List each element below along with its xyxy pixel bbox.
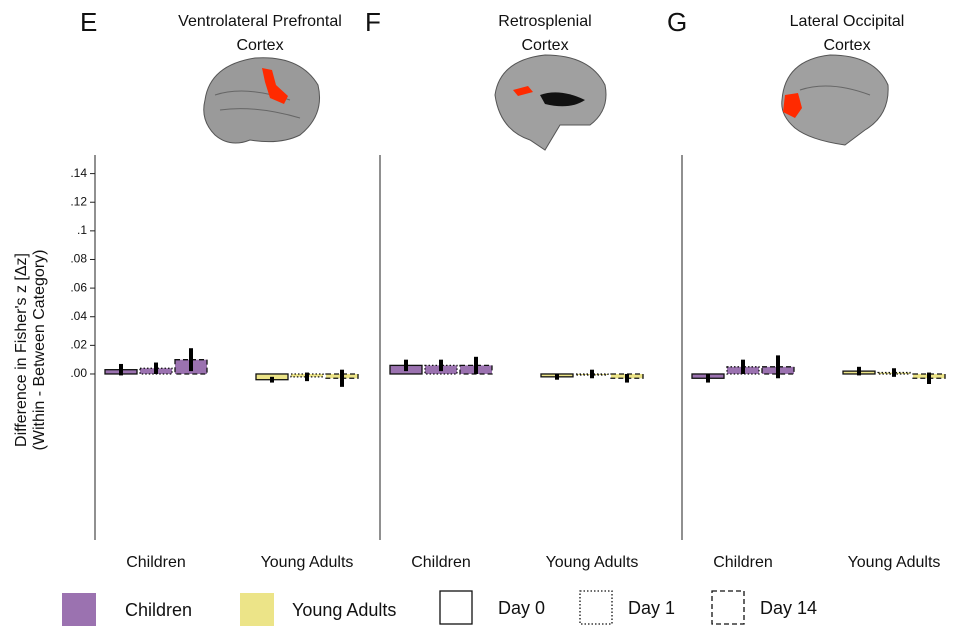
- y-tick-label: .12: [70, 194, 87, 208]
- legend-swatch: [711, 590, 745, 625]
- panel-label: F: [365, 7, 381, 37]
- panel-label: E: [80, 7, 97, 37]
- y-tick-label: .08: [70, 252, 87, 266]
- legend-swatch: [579, 590, 613, 625]
- brain-e: [203, 57, 320, 144]
- x-tick-label: Children: [126, 554, 186, 571]
- legend-label: Children: [125, 600, 192, 620]
- y-axis-title: (Within - Between Category): [31, 250, 48, 451]
- panel-title: Retrosplenial: [498, 13, 591, 30]
- y-tick-label: .14: [70, 166, 87, 180]
- brain-f: [494, 54, 607, 151]
- y-tick-label: .06: [70, 280, 87, 294]
- brain-g: [781, 54, 889, 146]
- legend-label: Day 0: [498, 598, 545, 618]
- legend-swatch: [240, 593, 274, 626]
- legend-label: Day 1: [628, 598, 675, 618]
- legend-swatch: [439, 590, 473, 625]
- x-tick-label: Young Adults: [546, 554, 639, 571]
- legend-label: Day 14: [760, 598, 817, 618]
- legend-label: Young Adults: [292, 600, 396, 620]
- panel-title: Cortex: [236, 37, 283, 54]
- panel-title: Ventrolateral Prefrontal: [178, 13, 342, 30]
- x-tick-label: Young Adults: [848, 554, 941, 571]
- legend-swatch: [62, 593, 96, 626]
- y-tick-label: .02: [70, 338, 87, 352]
- x-tick-label: Children: [713, 554, 773, 571]
- panel-title: Cortex: [521, 37, 568, 54]
- y-tick-label: .00: [70, 366, 87, 380]
- y-tick-label: .1: [77, 223, 87, 237]
- panel-label: G: [667, 7, 687, 37]
- y-axis-title: Difference in Fisher's z [Δz]: [13, 253, 30, 447]
- panel-title: Cortex: [823, 37, 870, 54]
- panel-title: Lateral Occipital: [790, 13, 905, 30]
- x-tick-label: Children: [411, 554, 471, 571]
- x-tick-label: Young Adults: [261, 554, 354, 571]
- y-tick-label: .04: [70, 309, 87, 323]
